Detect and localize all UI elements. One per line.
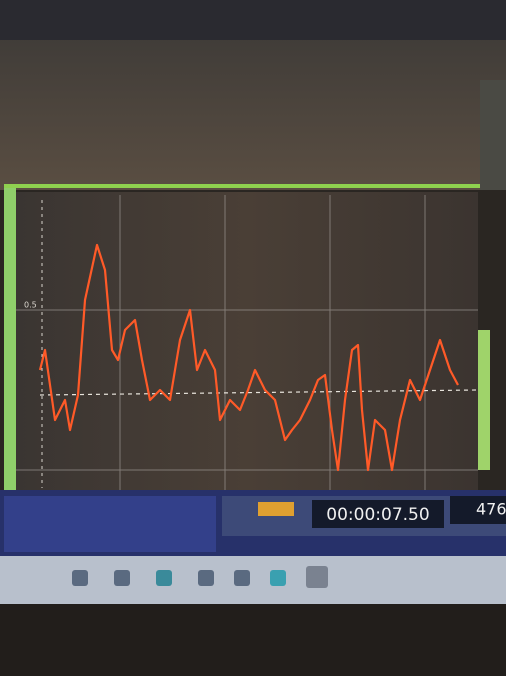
icon[interactable] [270,570,286,586]
orange-button[interactable] [258,502,294,516]
grid [16,195,478,490]
icon[interactable] [72,570,88,586]
baseline [39,389,479,396]
plot-border [4,184,480,188]
icon[interactable] [306,566,328,588]
bezel [0,604,506,676]
timer-display [312,500,444,528]
info-box [4,496,216,552]
plot-border-left [4,188,16,498]
waveform [38,243,459,472]
icon[interactable] [234,570,250,586]
plot-area [16,192,478,492]
taskbar-icons [72,566,328,588]
timer: 00:00:07.50 [326,505,429,525]
side-panel [480,80,506,190]
icon[interactable] [198,570,214,586]
counter-display [450,496,506,524]
y-label: 0.5 [24,301,37,310]
toolbar [0,0,506,40]
icon[interactable] [114,570,130,586]
plot-border-right [478,330,490,470]
counter: 476 [476,500,506,519]
icon[interactable] [156,570,172,586]
